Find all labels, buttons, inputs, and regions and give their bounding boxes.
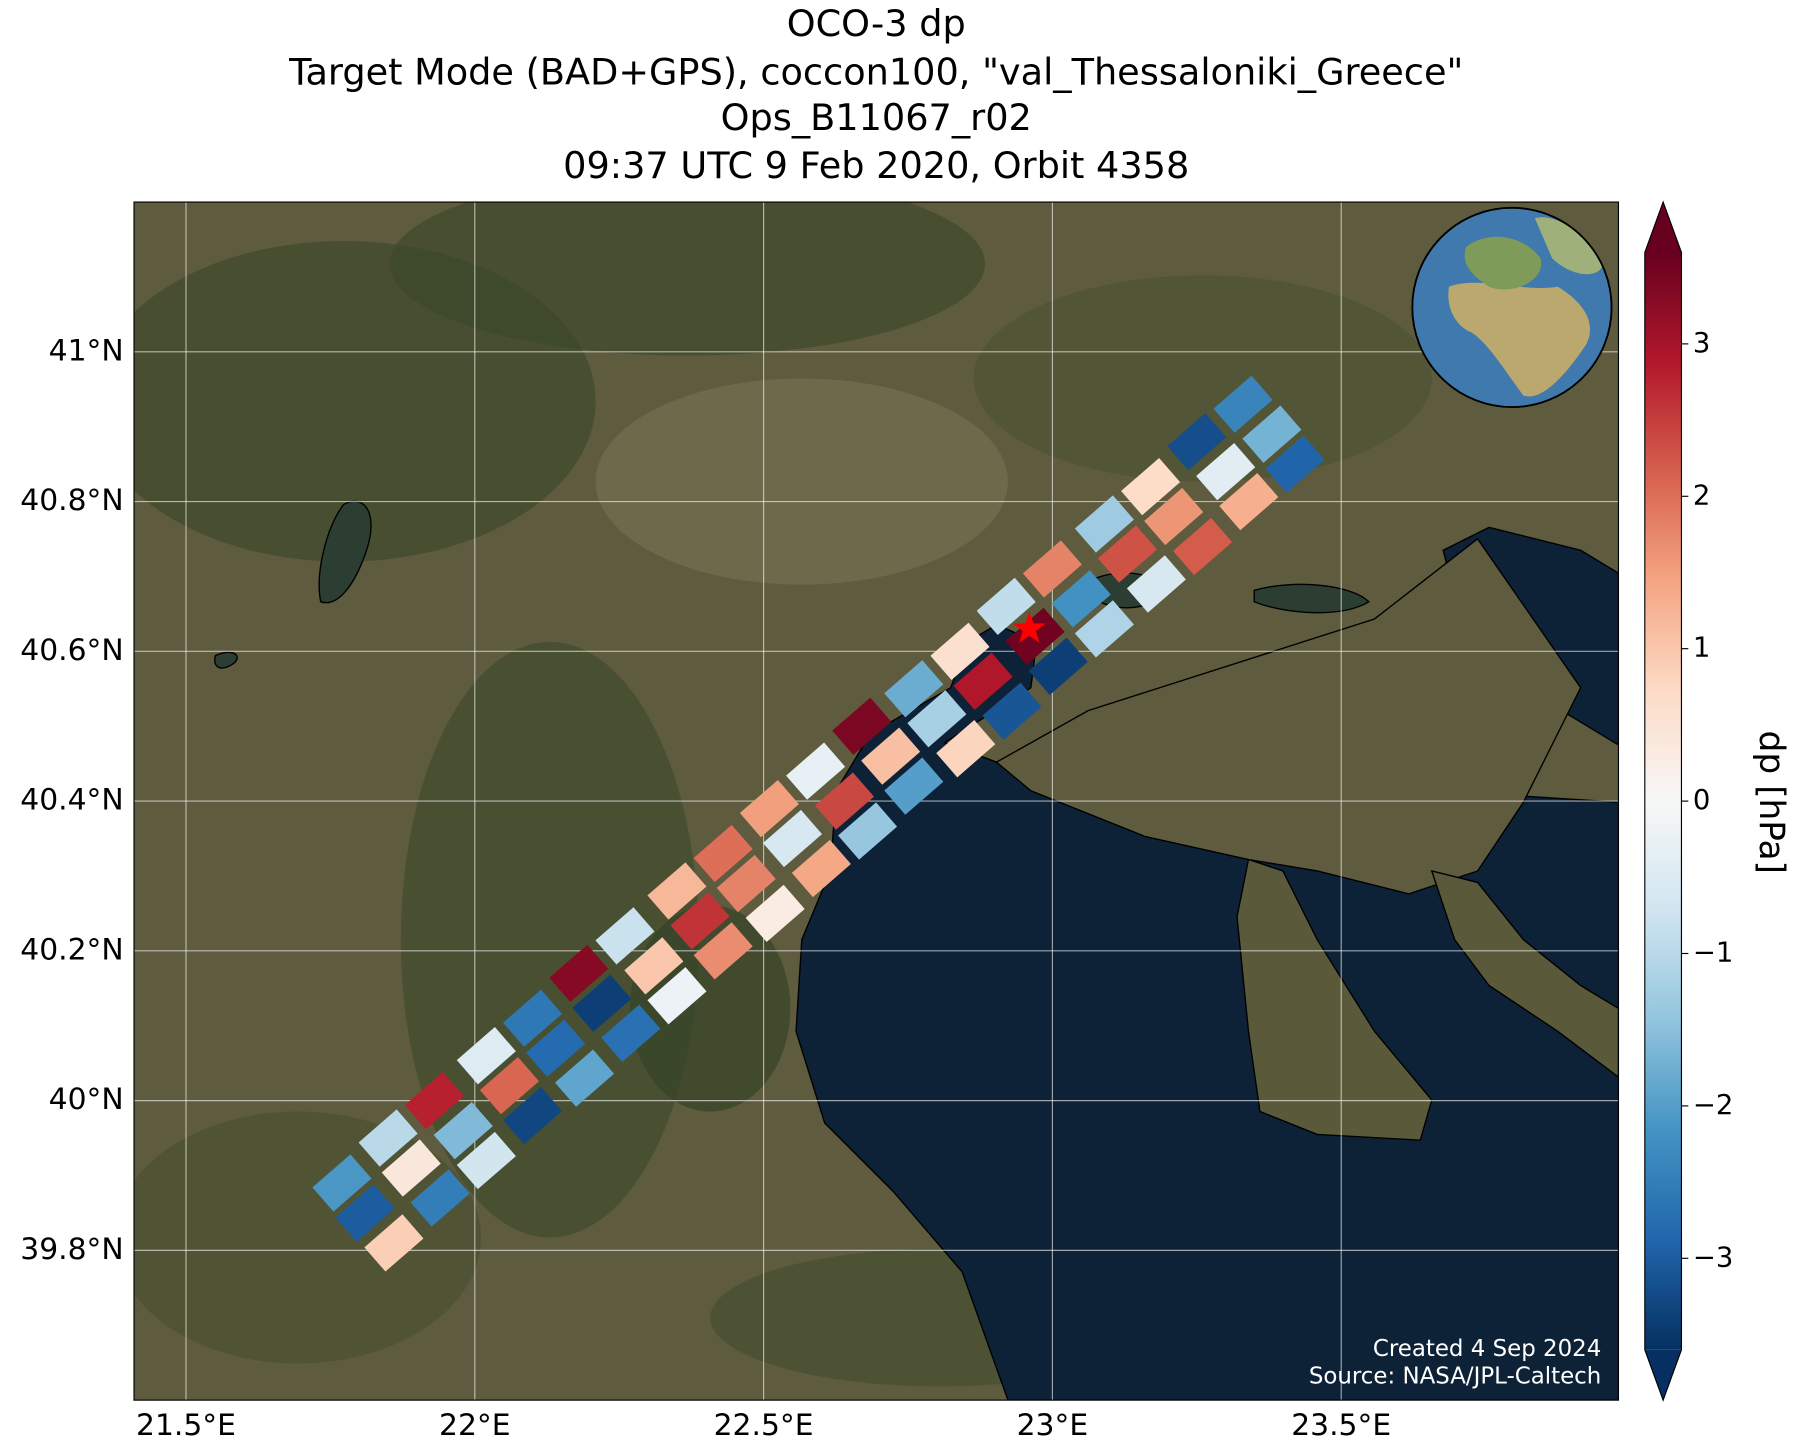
sounding [982, 682, 1042, 740]
y-tick-label: 40°N [49, 1082, 124, 1117]
y-tick-label: 40.2°N [20, 932, 123, 967]
colorbar-tick-label: 3 [1693, 327, 1710, 359]
sounding [456, 1131, 516, 1190]
sounding [1051, 570, 1111, 628]
sounding [745, 884, 805, 943]
sounding [456, 1027, 516, 1085]
sounding [670, 892, 730, 950]
sounding [358, 1109, 418, 1167]
colorbar: −3 −2 −1 0 1 2 3 [1644, 200, 1734, 1402]
x-tick-label: 23°E [1017, 1408, 1089, 1443]
sounding [786, 742, 846, 800]
sounding [1219, 472, 1279, 531]
sounding [1074, 600, 1134, 658]
x-tick-label: 21.5°E [136, 1408, 236, 1443]
sounding [1213, 375, 1273, 433]
annotation: Source: NASA/JPL-Caltech [1309, 1364, 1601, 1390]
sounding [1173, 517, 1233, 576]
sounding [1121, 457, 1181, 516]
sounding [1097, 525, 1158, 583]
colorbar-tick-label: 2 [1693, 479, 1710, 511]
colorbar-body [1644, 252, 1682, 1350]
sounding [1196, 442, 1256, 501]
sounding [930, 622, 990, 680]
sounding [693, 824, 753, 883]
sounding [693, 922, 753, 980]
labels: OCO-3 dp Target Mode (BAD+GPS), coccon10… [20, 2, 1791, 1443]
sounding [739, 779, 799, 838]
target-star [1012, 611, 1046, 643]
colorbar-tick-label: −3 [1693, 1241, 1734, 1273]
colorbar-outline [1644, 200, 1683, 1402]
sounding [381, 1139, 441, 1197]
sounding [555, 1049, 615, 1107]
y-tick-label: 40.4°N [20, 783, 123, 818]
colorbar-extend [1644, 202, 1682, 253]
sounding [410, 1169, 470, 1227]
sounding [503, 1086, 563, 1145]
colorbar-tick-label: −2 [1693, 1089, 1734, 1121]
gridlines [134, 202, 1619, 1401]
sounding [1126, 555, 1186, 613]
y-tick-label: 41°N [49, 333, 124, 368]
colorbar-tick-label: −1 [1693, 936, 1734, 968]
sounding [884, 757, 944, 815]
sounding [335, 1184, 395, 1242]
sounding [936, 720, 996, 778]
sounding [312, 1154, 372, 1212]
title-line: Target Mode (BAD+GPS), coccon100, "val_T… [288, 50, 1463, 93]
sounding [572, 974, 632, 1032]
sounding [1144, 487, 1204, 546]
title-line: Ops_B11067_r02 [721, 96, 1032, 139]
colorbar-tick-label: 0 [1693, 784, 1710, 816]
x-tick-label: 22°E [439, 1408, 511, 1443]
sounding [838, 802, 898, 860]
sounding [1265, 435, 1325, 493]
sounding [907, 690, 967, 748]
sounding [832, 697, 892, 755]
sounding [762, 809, 823, 868]
sounding [861, 727, 921, 785]
globe-inset [1411, 206, 1613, 408]
y-tick-label: 40.6°N [20, 633, 123, 668]
sounding [601, 1004, 661, 1062]
sounding [526, 1019, 586, 1077]
swath [312, 375, 1325, 1272]
title-line: OCO-3 dp [787, 2, 966, 45]
sounding [433, 1101, 493, 1160]
x-tick-label: 22.5°E [714, 1408, 814, 1443]
sounding [1028, 637, 1088, 695]
sounding [1242, 405, 1302, 463]
annotation: Created 4 Sep 2024 [1373, 1336, 1601, 1362]
sounding [1167, 413, 1227, 471]
sounding [549, 944, 609, 1002]
sounding [364, 1214, 424, 1272]
colorbar-label: dp [hPa] [1751, 731, 1791, 874]
sounding [624, 937, 684, 995]
sounding [1074, 495, 1134, 553]
sounding [595, 907, 655, 965]
map-frame [133, 201, 1620, 1401]
sounding [647, 862, 707, 920]
sounding [647, 967, 707, 1025]
basemap [134, 202, 1619, 1401]
x-tick-label: 23.5°E [1291, 1408, 1391, 1443]
sounding [503, 989, 563, 1047]
colorbar-extend [1644, 1349, 1682, 1401]
colorbar-tick-label: 1 [1693, 632, 1710, 664]
sounding [814, 772, 875, 830]
title-line: 09:37 UTC 9 Feb 2020, Orbit 4358 [563, 144, 1189, 187]
sounding [1022, 540, 1082, 598]
y-tick-label: 40.8°N [20, 483, 123, 518]
sounding [953, 652, 1013, 710]
sounding [479, 1057, 539, 1115]
y-tick-label: 39.8°N [20, 1232, 123, 1267]
sounding [791, 839, 851, 898]
sounding [404, 1071, 464, 1130]
sounding [884, 660, 944, 718]
sounding [976, 577, 1036, 636]
sounding [716, 854, 776, 913]
